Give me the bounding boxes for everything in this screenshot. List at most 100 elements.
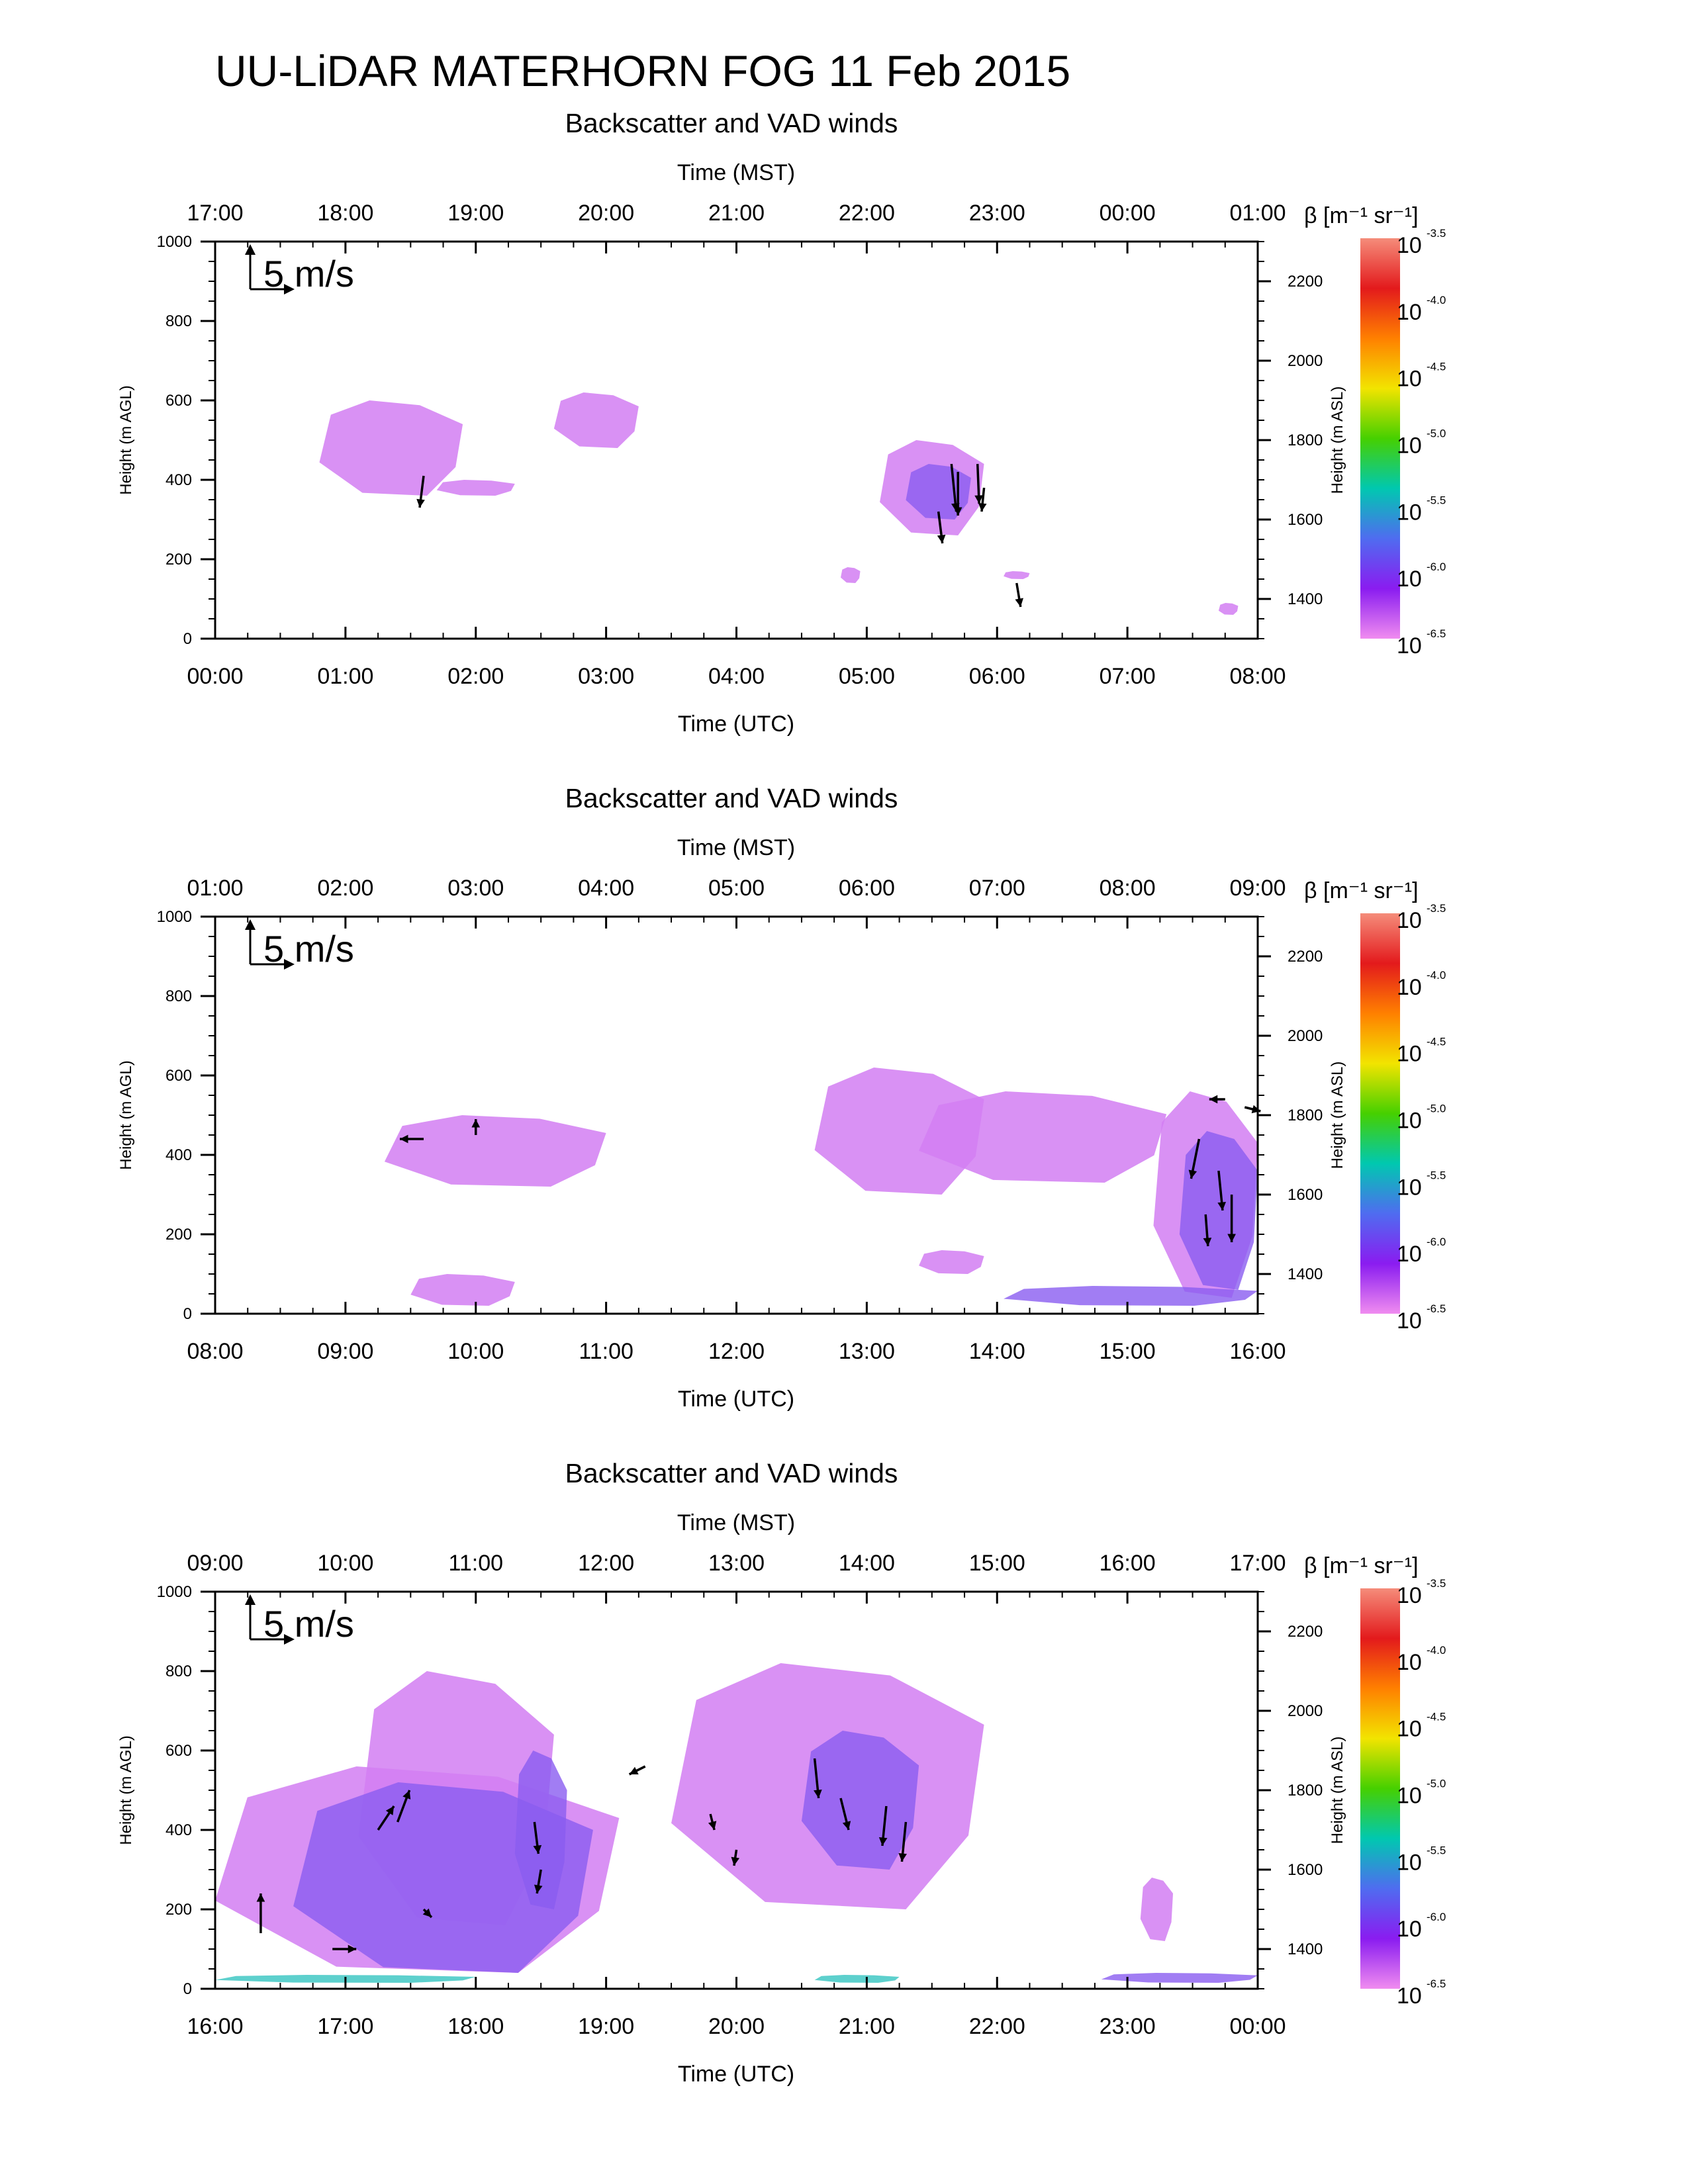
x2-tick-label: 02:00 (317, 876, 373, 901)
colorbar-tick-label: 10 (1397, 1175, 1422, 1200)
y-tick-label: 200 (165, 1901, 192, 1919)
y-tick-label: 200 (165, 1226, 192, 1244)
x-tick-label: 15:00 (1100, 1339, 1156, 1364)
colorbar: β [m⁻¹ sr⁻¹] 10 -3.5 10 -4.0 10 -4.5 10 -5.0 10 -5… (1304, 203, 1446, 659)
wind-arrow (533, 1821, 542, 1854)
y2-tick-label: 2000 (1288, 352, 1323, 370)
backscatter-region (553, 392, 639, 448)
y2-tick-label: 2200 (1288, 1623, 1323, 1641)
colorbar-tick-exponent: -6.0 (1427, 1911, 1446, 1923)
x-tick-label: 00:00 (187, 664, 243, 689)
x-tick-label: 00:00 (1229, 2014, 1286, 2039)
colorbar-tick-label: 10 (1397, 1917, 1422, 1942)
bottom-axis-title: Time (UTC) (678, 711, 794, 737)
x2-tick-label: 01:00 (1229, 201, 1286, 226)
wind-vectors (416, 463, 1023, 608)
y-tick-label: 800 (165, 312, 192, 330)
y2-tick-label: 2200 (1288, 948, 1323, 966)
x2-tick-label: 16:00 (1100, 1551, 1156, 1576)
x-tick-label: 07:00 (1100, 664, 1156, 689)
colorbar-tick-label: 10 (1397, 1308, 1422, 1334)
bottom-axis-title: Time (UTC) (678, 2062, 794, 2087)
wind-arrow (978, 487, 987, 512)
colorbar-tick-exponent: -6.5 (1427, 627, 1446, 640)
backscatter-region (919, 1091, 1167, 1183)
colorbar-tick-label: 10 (1397, 1850, 1422, 1875)
backscatter-region (1218, 603, 1239, 615)
y-tick-label: 400 (165, 1146, 192, 1164)
colorbar-tick-exponent: -4.0 (1427, 294, 1446, 306)
wind-arrow (422, 1908, 433, 1919)
backscatter-region (436, 480, 515, 496)
colorbar: β [m⁻¹ sr⁻¹] 10 -3.5 10 -4.0 10 -4.5 10 -5.0 10 -5… (1304, 878, 1446, 1334)
colorbar-tick-label: 10 (1397, 633, 1422, 659)
colorbar-tick-label: 10 (1397, 300, 1422, 325)
y2-tick-label: 1800 (1288, 1107, 1323, 1124)
backscatter-region (410, 1274, 515, 1306)
y2-tick-label: 1400 (1288, 1265, 1323, 1283)
panel-title: Backscatter and VAD winds (565, 1458, 898, 1488)
wind-arrow (1227, 1195, 1236, 1242)
x2-tick-label: 13:00 (708, 1551, 765, 1576)
wind-arrow (534, 1869, 543, 1894)
x2-tick-label: 23:00 (969, 201, 1025, 226)
x2-tick-label: 22:00 (839, 201, 895, 226)
wind-arrow (839, 1797, 851, 1831)
colorbar-gradient (1360, 1588, 1400, 1989)
x-tick-label: 01:00 (317, 664, 373, 689)
x2-tick-label: 07:00 (969, 876, 1025, 901)
x2-tick-label: 09:00 (187, 1551, 243, 1576)
colorbar-tick-exponent: -4.0 (1427, 1644, 1446, 1657)
x2-tick-label: 19:00 (447, 201, 504, 226)
x-tick-label: 16:00 (187, 2014, 243, 2039)
backscatter-region (319, 400, 463, 496)
right-axis-title: Height (m ASL) (1329, 1062, 1346, 1169)
colorbar-tick-exponent: -5.0 (1427, 428, 1446, 440)
colorbar-tick-label: 10 (1397, 975, 1422, 1000)
wind-arrow (1203, 1214, 1212, 1247)
x2-tick-label: 09:00 (1229, 876, 1286, 901)
y2-tick-label: 1600 (1288, 1861, 1323, 1879)
y2-tick-label: 1400 (1288, 1940, 1323, 1958)
colorbar-tick-exponent: -4.5 (1427, 1036, 1446, 1048)
backscatter-region (841, 567, 861, 583)
backscatter-region (1101, 1973, 1258, 1983)
x2-tick-label: 00:00 (1100, 201, 1156, 226)
colorbar-tick-exponent: -5.5 (1427, 1844, 1446, 1856)
colorbar-tick-exponent: -5.5 (1427, 1169, 1446, 1181)
colorbar-tick-exponent: -5.5 (1427, 494, 1446, 506)
x-tick-label: 11:00 (579, 1339, 633, 1364)
y2-tick-label: 2000 (1288, 1702, 1323, 1720)
colorbar-tick-exponent: -4.0 (1427, 969, 1446, 981)
x-tick-label: 13:00 (839, 1339, 895, 1364)
wind-arrow (416, 475, 425, 508)
x-tick-label: 04:00 (708, 664, 765, 689)
y-tick-label: 800 (165, 1662, 192, 1680)
wind-arrow (1217, 1170, 1227, 1211)
wind-arrow (813, 1758, 822, 1799)
colorbar-tick-exponent: -6.0 (1427, 561, 1446, 573)
y-tick-label: 400 (165, 1821, 192, 1839)
y2-tick-label: 1600 (1288, 511, 1323, 529)
colorbar-tick-label: 10 (1397, 567, 1422, 592)
x2-tick-label: 05:00 (708, 876, 765, 901)
x-tick-label: 12:00 (708, 1339, 765, 1364)
wind-vectors (400, 1095, 1261, 1247)
wind-arrow (731, 1849, 740, 1866)
backscatter-field (215, 1663, 1258, 1983)
x-tick-label: 10:00 (447, 1339, 504, 1364)
wind-arrow (396, 1790, 411, 1823)
panel-title: Backscatter and VAD winds (565, 783, 898, 813)
y2-tick-label: 1600 (1288, 1186, 1323, 1204)
backscatter-region (514, 1751, 567, 1909)
figure-title: UU-LiDAR MATERHORN FOG 11 Feb 2015 (215, 46, 1070, 95)
backscatter-region (384, 1115, 606, 1187)
wind-arrow (937, 511, 946, 544)
x-tick-label: 08:00 (187, 1339, 243, 1364)
x-tick-label: 08:00 (1229, 664, 1286, 689)
wind-arrow (1188, 1138, 1201, 1179)
backscatter-region (1004, 571, 1030, 579)
x-tick-label: 23:00 (1100, 2014, 1156, 2039)
wind-arrow (628, 1765, 646, 1776)
